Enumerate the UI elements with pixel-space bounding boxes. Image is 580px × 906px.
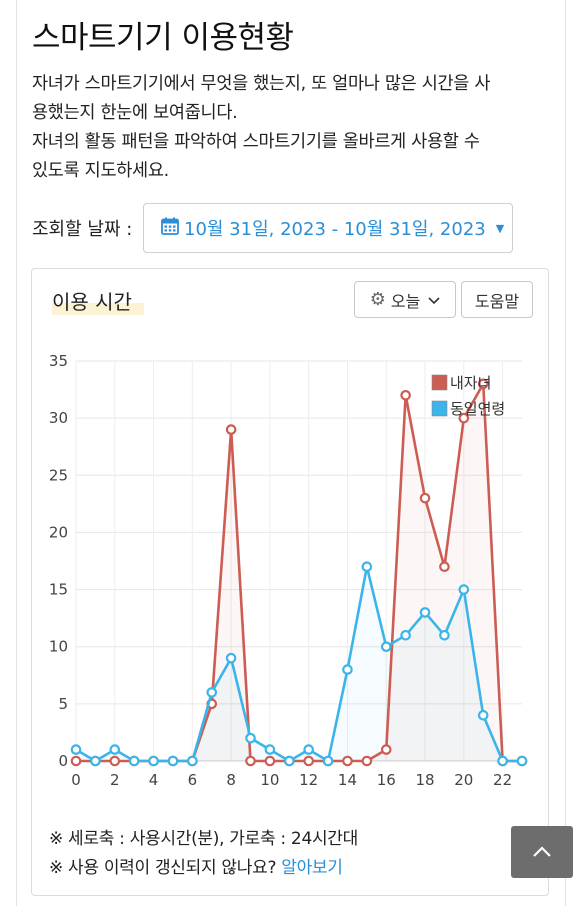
intro-line: 자녀의 활동 패턴을 파악하여 스마트기기를 올바르게 사용할 수 (32, 132, 480, 152)
series-1-point (458, 412, 470, 424)
x-tick-label: 6 (188, 771, 198, 789)
series-1-point (342, 755, 353, 767)
period-select-label: 오늘 (390, 291, 421, 311)
x-tick-label: 4 (149, 771, 159, 789)
series-area-1 (76, 383, 522, 761)
series-1-point (400, 389, 411, 401)
series-2-point (225, 652, 237, 664)
caret-down-icon: ▼ (495, 221, 505, 235)
x-tick-label: 8 (226, 771, 236, 789)
y-tick-label: 25 (49, 466, 68, 484)
scroll-to-top-button[interactable] (511, 826, 573, 878)
legend-label: 내자녀 (450, 374, 491, 392)
series-1-point (109, 755, 121, 767)
intro-line: 용했는지 한눈에 보여줍니다. (32, 103, 238, 123)
learn-more-link[interactable]: 알아보기 (281, 858, 343, 878)
intro-line: 자녀가 스마트기기에서 무엇을 했는지, 또 얼마나 많은 시간을 사 (32, 74, 491, 94)
series-2-point (109, 744, 121, 755)
legend-swatch (431, 400, 448, 417)
date-range-picker-button[interactable]: 10월 31일, 2023 - 10월 31일, 2023 ▼ (143, 203, 513, 253)
x-tick-label: 10 (260, 771, 279, 789)
card-title: 이용 시간 (52, 286, 144, 315)
series-2-point (187, 755, 198, 767)
chevron-up-icon (533, 846, 551, 857)
page-title: 스마트기기 이용현황 (32, 20, 294, 56)
series-2-point (167, 755, 179, 767)
x-tick-label: 0 (71, 771, 81, 789)
series-2-point (90, 755, 101, 767)
x-tick-label: 2 (110, 771, 120, 789)
usage-time-card: 이용 시간 ⚙ 오늘 도움말 0 5 10 15 20 25 30 35 0 2 4 6 8 10 12 14… (31, 268, 549, 896)
series-2-point (439, 629, 450, 641)
x-tick-label: 12 (299, 771, 318, 789)
series-1-point (439, 561, 450, 573)
series-2-point (380, 641, 392, 653)
series-1-point (245, 755, 256, 767)
series-2-point (70, 744, 82, 755)
y-tick-label: 20 (49, 523, 68, 541)
series-1-point (303, 755, 314, 767)
y-tick-label: 10 (49, 638, 68, 656)
series-2-point (516, 755, 528, 767)
series-2-point (128, 755, 140, 767)
date-filter-label: 조회할 날짜 : (32, 219, 133, 240)
series-2-point (206, 687, 218, 698)
y-tick-label: 5 (58, 695, 68, 713)
series-1-point (419, 492, 431, 504)
series-1-point (264, 755, 276, 767)
series-2-point (264, 744, 276, 755)
intro-line: 있도록 지도하세요. (32, 161, 169, 181)
intro-text: 자녀가 스마트기기에서 무엇을 했는지, 또 얼마나 많은 시간을 사 용했는지… (32, 70, 552, 186)
series-1-point (477, 378, 489, 390)
series-2-point (400, 629, 411, 641)
series-2-point (148, 755, 159, 767)
x-tick-label: 18 (415, 771, 434, 789)
series-1-point (225, 424, 237, 435)
y-tick-label: 15 (49, 581, 68, 599)
gear-icon: ⚙ (369, 289, 386, 310)
series-2-point (458, 584, 470, 595)
series-2-point (322, 755, 334, 767)
page-frame (16, 0, 566, 906)
period-select-button[interactable]: ⚙ 오늘 (354, 281, 456, 318)
refresh-note-text: ※ 사용 이력이 갱신되지 않나요? (49, 858, 282, 878)
series-2-point (342, 664, 353, 675)
series-2-point (245, 732, 256, 744)
series-2-point (419, 607, 431, 618)
series-2-point (477, 709, 489, 721)
x-tick-label: 20 (454, 771, 473, 789)
x-tick-label: 16 (377, 771, 396, 789)
y-tick-label: 35 (49, 352, 68, 370)
chevron-down-icon (428, 290, 440, 309)
series-1-point (361, 755, 373, 767)
calendar-icon (160, 216, 180, 241)
series-area-2 (76, 566, 522, 761)
series-1-point (380, 744, 392, 755)
series-2-point (284, 755, 295, 767)
date-range-value: 10월 31일, 2023 - 10월 31일, 2023 (184, 219, 486, 240)
axis-note: ※ 세로축 : 사용시간(분), 가로축 : 24시간대 (49, 829, 358, 849)
series-2-point (303, 744, 314, 755)
series-2-point (497, 755, 508, 767)
y-tick-label: 0 (58, 752, 68, 770)
legend-label: 동일연령 (450, 400, 505, 418)
x-tick-label: 22 (493, 771, 512, 789)
y-tick-label: 30 (49, 409, 68, 427)
x-tick-label: 14 (338, 771, 357, 789)
refresh-note: ※ 사용 이력이 갱신되지 않나요? 알아보기 (49, 853, 343, 878)
legend-swatch (431, 374, 448, 391)
series-1-point (70, 755, 82, 767)
help-button[interactable]: 도움말 (461, 281, 533, 318)
series-2-point (361, 561, 373, 573)
